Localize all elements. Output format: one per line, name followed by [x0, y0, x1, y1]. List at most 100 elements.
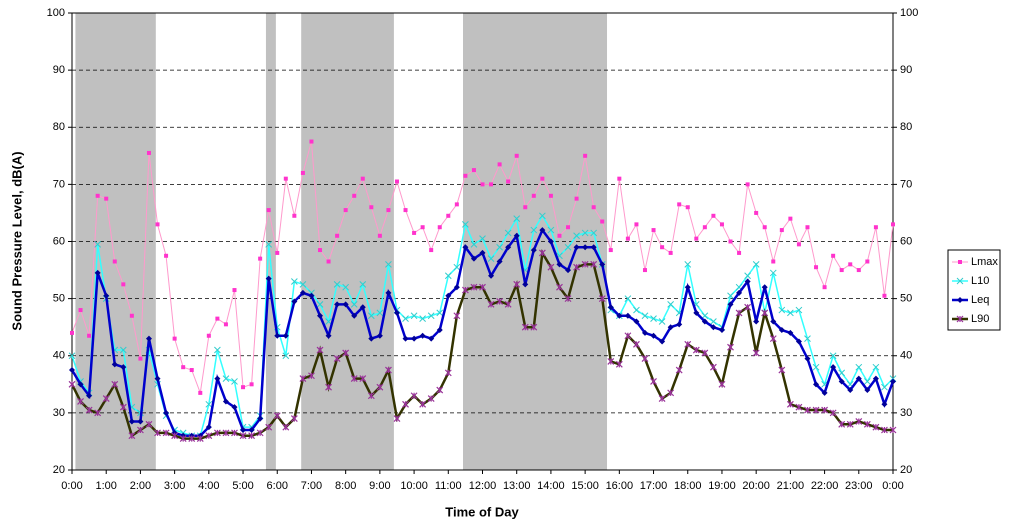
point — [205, 432, 213, 440]
point — [872, 423, 880, 431]
point — [77, 398, 84, 405]
point — [351, 312, 358, 319]
y-tick-label: 40 — [53, 350, 65, 362]
point — [308, 292, 315, 299]
point — [120, 364, 127, 371]
point — [282, 352, 290, 360]
point — [248, 427, 255, 434]
point — [463, 173, 468, 178]
point — [222, 398, 229, 405]
point — [222, 375, 230, 382]
legend-label: L90 — [971, 313, 989, 325]
point — [309, 139, 314, 144]
point — [829, 352, 837, 360]
point — [325, 318, 332, 325]
point — [70, 330, 74, 335]
point — [540, 176, 545, 181]
point — [446, 213, 451, 218]
point — [752, 260, 760, 268]
point — [624, 312, 631, 319]
legend-marker — [956, 277, 964, 285]
point — [848, 262, 853, 267]
point — [787, 329, 794, 336]
point — [737, 250, 742, 255]
point — [744, 278, 751, 285]
point — [856, 268, 861, 273]
point — [667, 389, 675, 397]
point — [513, 280, 521, 288]
point — [87, 333, 92, 338]
point — [214, 346, 221, 354]
point — [718, 327, 725, 334]
point — [453, 312, 461, 320]
point — [650, 378, 657, 385]
point — [299, 375, 307, 383]
point — [590, 260, 598, 268]
point — [710, 324, 717, 331]
point — [420, 225, 425, 230]
y2-tick-label: 30 — [900, 407, 912, 419]
point — [881, 401, 888, 408]
point — [659, 338, 666, 345]
point — [342, 283, 350, 291]
point — [436, 309, 444, 317]
point — [633, 306, 640, 314]
point — [104, 196, 109, 201]
point — [111, 361, 118, 368]
point — [600, 219, 605, 224]
point — [497, 162, 502, 167]
point — [385, 366, 392, 374]
point — [863, 378, 871, 385]
x-tick-label: 7:00 — [301, 480, 322, 492]
y-tick-label: 100 — [47, 7, 65, 19]
point — [119, 346, 127, 354]
point — [821, 389, 828, 396]
point — [258, 256, 263, 261]
point — [685, 205, 690, 210]
point — [454, 202, 459, 207]
point — [359, 280, 367, 288]
point — [796, 242, 801, 247]
point — [616, 312, 623, 319]
legend-marker — [956, 315, 964, 323]
point — [599, 261, 606, 268]
x-tick-label: 20:00 — [742, 480, 770, 492]
point — [402, 315, 409, 322]
y-tick-label: 90 — [53, 64, 65, 76]
x-tick-label: 9:00 — [369, 480, 390, 492]
point — [625, 236, 630, 241]
point — [137, 418, 144, 425]
point — [539, 212, 546, 220]
point — [470, 241, 478, 248]
point — [872, 363, 880, 371]
point — [444, 369, 452, 377]
x-tick-label: 10:00 — [400, 480, 428, 492]
point — [436, 386, 444, 394]
point — [590, 229, 598, 237]
point — [608, 248, 613, 253]
point — [788, 216, 793, 221]
point — [479, 235, 486, 242]
point — [299, 289, 306, 296]
y2-tick-label: 40 — [900, 350, 912, 362]
point — [838, 369, 846, 377]
point — [513, 215, 521, 223]
point — [282, 423, 290, 431]
point — [514, 153, 519, 158]
point — [607, 358, 615, 365]
y-tick-label: 80 — [53, 121, 65, 133]
point — [215, 316, 220, 321]
point — [352, 193, 357, 198]
point — [437, 225, 442, 230]
point — [882, 293, 887, 298]
point — [675, 366, 683, 374]
point — [121, 282, 126, 287]
point — [505, 244, 512, 251]
point — [318, 248, 323, 253]
point — [795, 306, 803, 314]
point — [145, 335, 152, 342]
point — [68, 352, 76, 360]
point — [548, 193, 553, 198]
point — [710, 318, 717, 325]
point — [633, 318, 640, 325]
